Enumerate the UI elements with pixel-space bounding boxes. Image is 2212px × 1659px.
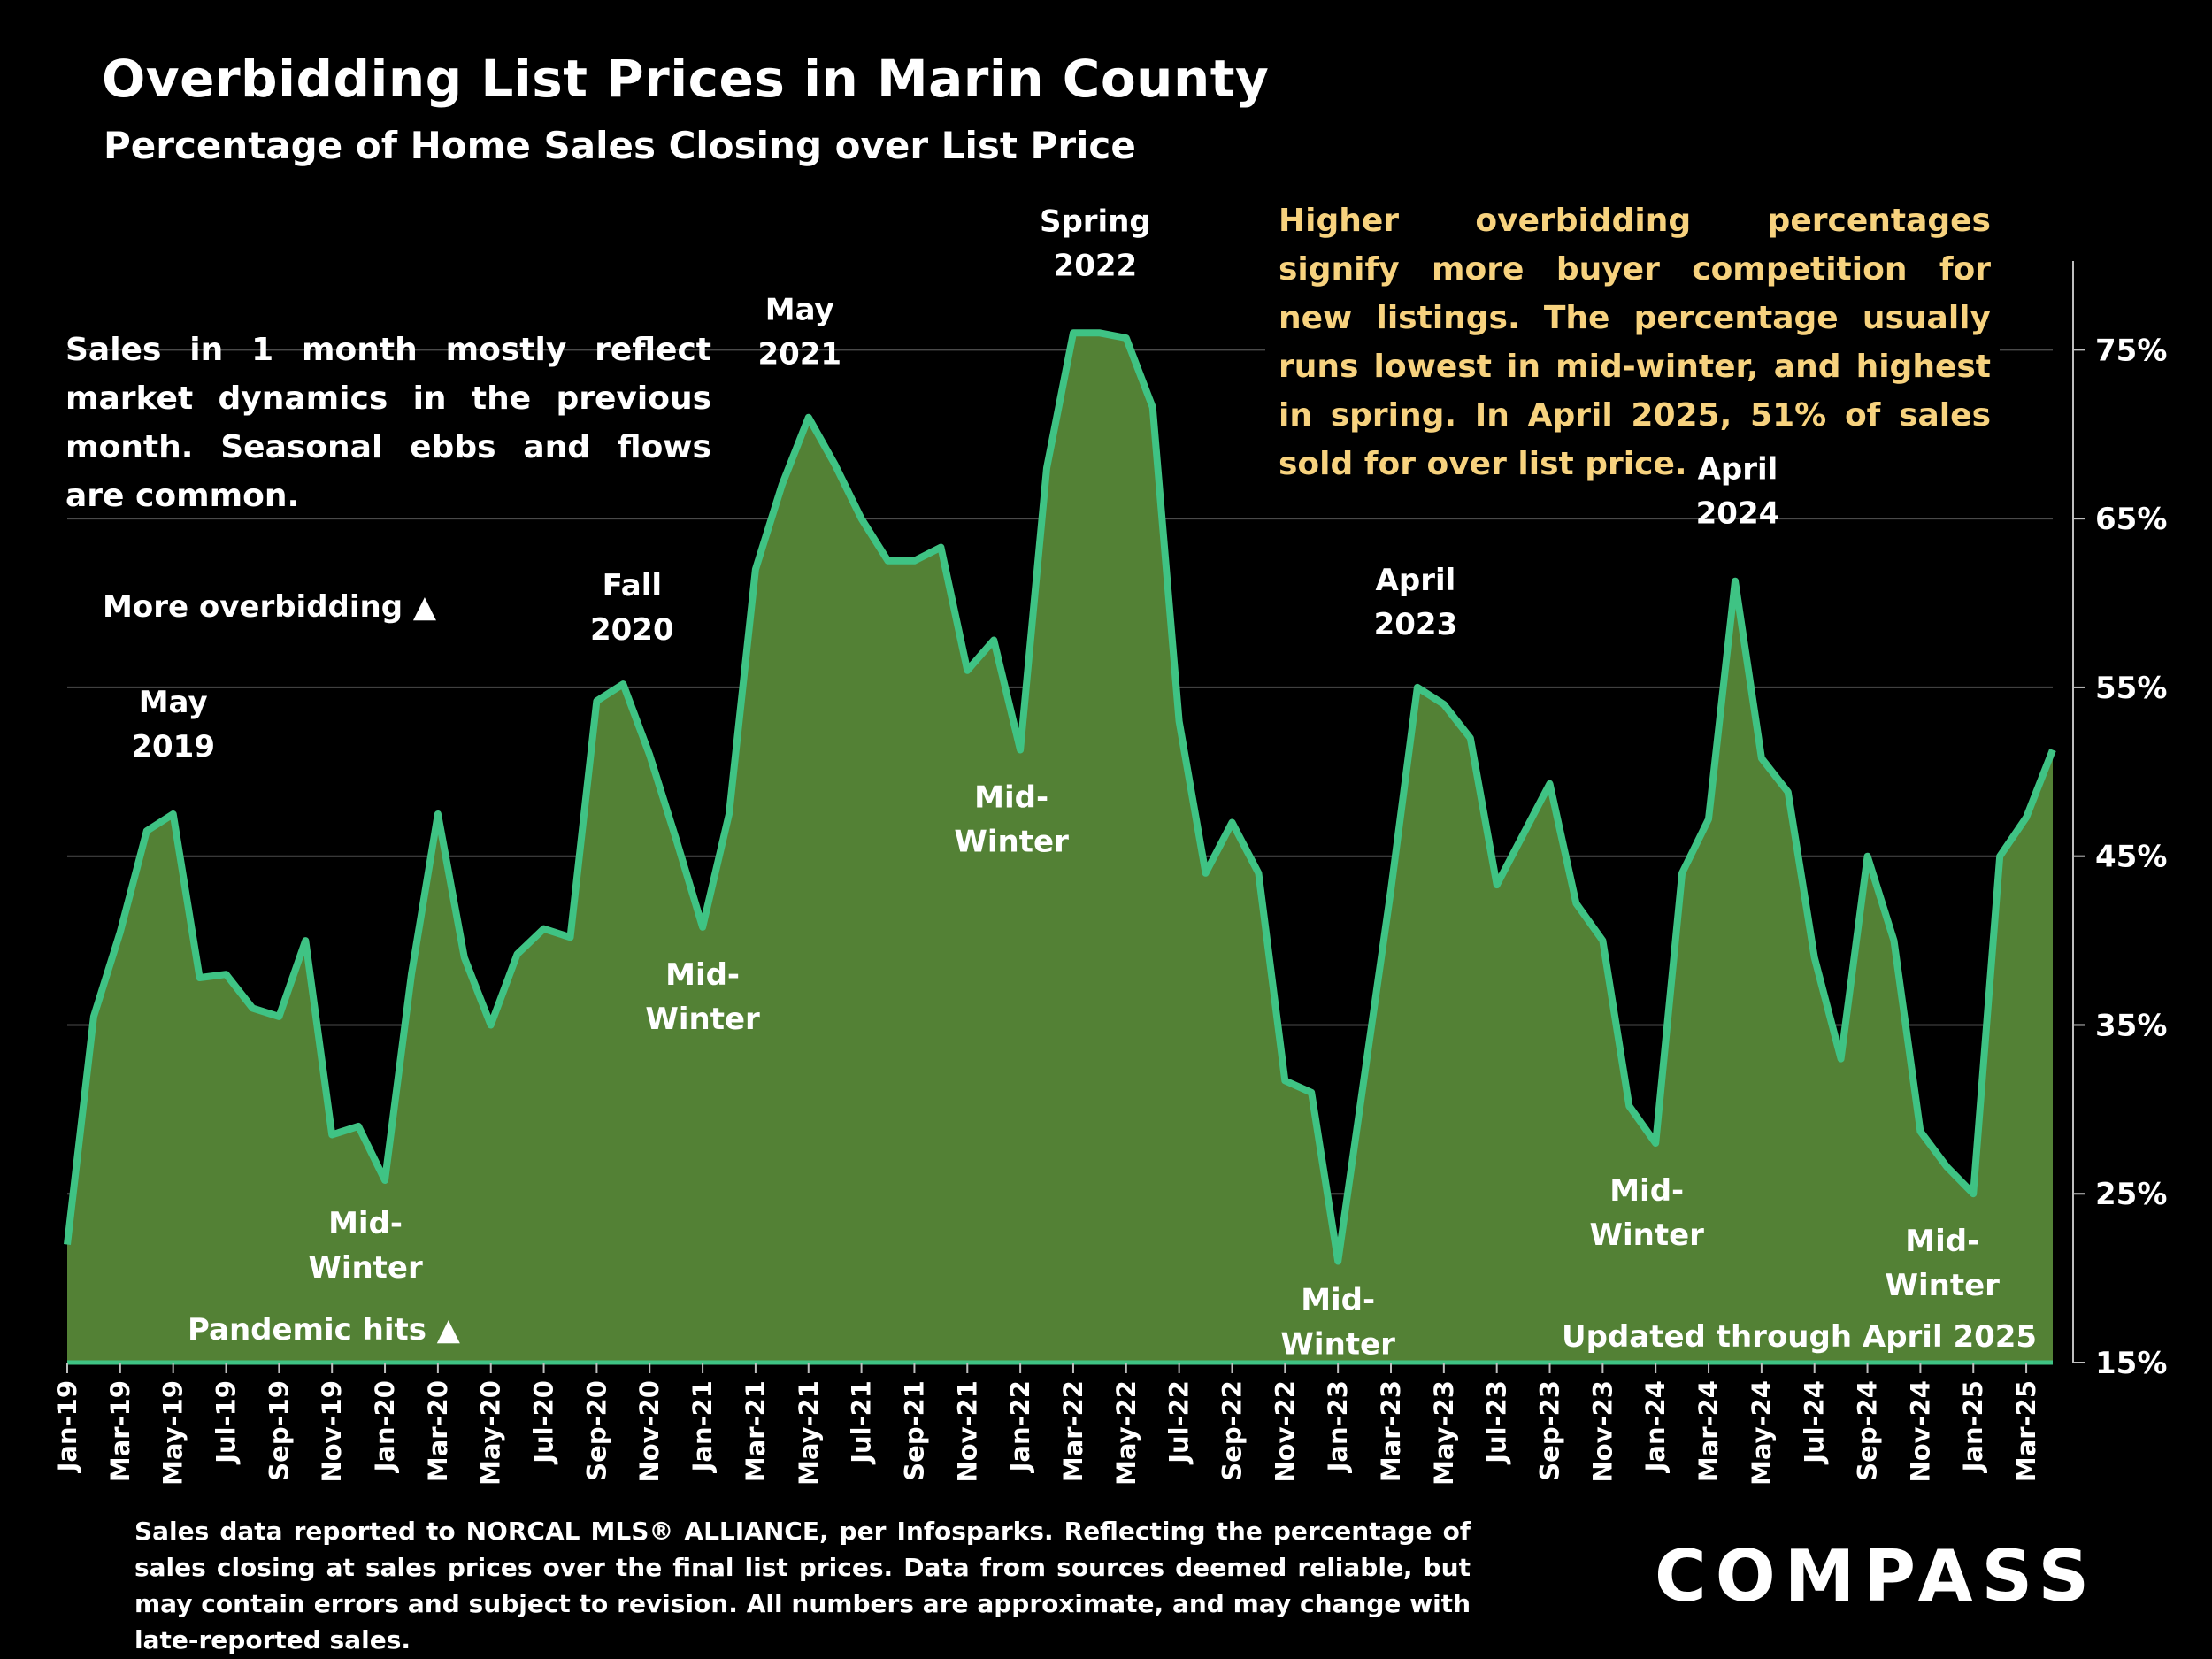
- updated-label: Updated through April 2025: [1562, 1319, 2037, 1355]
- y-tick-label: 35%: [2095, 1008, 2167, 1043]
- more-overbidding-label: More overbidding ▲: [103, 589, 437, 625]
- annotation-label: Mid-Winter: [1280, 1283, 1395, 1363]
- annotation-label: April 2024: [1696, 452, 1780, 532]
- note-right-backdrop: [1265, 190, 2000, 442]
- x-tick-label: Jan-25: [1958, 1380, 1988, 1473]
- annotations: May 2019 Mid-Winter Fall 2020 Mid-Winter May 20…: [131, 204, 2000, 1362]
- x-tick-label: Sep-24: [1853, 1380, 1883, 1481]
- x-tick-label: Jul-21: [847, 1380, 877, 1465]
- x-tick-label: Mar-23: [1376, 1380, 1406, 1482]
- x-tick-label: Mar-20: [423, 1380, 453, 1482]
- annotation-label: Mid-Winter: [1589, 1173, 1704, 1253]
- x-tick-label: Mar-21: [741, 1380, 771, 1482]
- y-tick-label: 55%: [2095, 671, 2167, 706]
- annotation-label: May 2019: [131, 685, 215, 764]
- annotation-label: April 2023: [1374, 563, 1458, 642]
- x-tick-label: Nov-22: [1270, 1380, 1300, 1483]
- pandemic-label: Pandemic hits ▲: [188, 1312, 461, 1348]
- x-tick-label: Sep-23: [1535, 1380, 1565, 1481]
- y-tick-label: 25%: [2095, 1177, 2167, 1212]
- note-right: Higher overbidding percentages signify m…: [1279, 203, 1991, 482]
- x-tick-label: May-22: [1111, 1380, 1141, 1486]
- x-tick-label: Sep-21: [899, 1380, 929, 1481]
- x-tick-label: Jul-24: [1800, 1380, 1830, 1465]
- axes: 15% 25% 35% 45% 55% 65% 75% Jan-19 Mar-19 May-19 J…: [52, 261, 2167, 1486]
- series-line: [64, 329, 2056, 1265]
- x-tick-label: May-20: [476, 1380, 506, 1486]
- x-tick-label: Nov-23: [1587, 1380, 1617, 1483]
- chart-title: Overbidding List Prices in Marin County: [102, 49, 1270, 109]
- note-left: Sales in 1 month mostly reflect market d…: [65, 332, 711, 514]
- annotation-label: Mid-Winter: [308, 1206, 423, 1286]
- x-tick-label: Nov-21: [952, 1380, 982, 1483]
- x-tick-label: Nov-24: [1905, 1380, 1935, 1483]
- x-tick-label: Jan-20: [370, 1380, 400, 1473]
- x-tick-label: Sep-19: [264, 1380, 294, 1481]
- x-tick-label: Nov-20: [634, 1380, 664, 1483]
- x-tick-label: Nov-19: [317, 1380, 347, 1483]
- area-fill: [67, 333, 2053, 1363]
- annotation-label: Mid-Winter: [1886, 1224, 2001, 1303]
- x-tick-label: Jan-24: [1640, 1380, 1671, 1473]
- compass-logo: COMPASS: [1655, 1535, 2099, 1617]
- annotation-label: Mid-Winter: [645, 957, 760, 1037]
- x-tick-label: May-19: [158, 1380, 188, 1486]
- footnote: Sales data reported to NORCAL MLS® ALLIA…: [134, 1517, 1471, 1655]
- annotation-label: May 2021: [757, 293, 841, 373]
- x-tick-label: Jan-19: [52, 1380, 82, 1473]
- y-tick-label: 15%: [2095, 1346, 2167, 1381]
- x-tick-label: May-23: [1429, 1380, 1459, 1486]
- x-tick-label: Mar-22: [1058, 1380, 1088, 1482]
- x-tick-label: May-21: [794, 1380, 824, 1486]
- x-tick-label: Jan-23: [1323, 1380, 1353, 1473]
- x-tick-label: Sep-22: [1217, 1380, 1247, 1481]
- annotation-label: Spring 2022: [1040, 204, 1151, 283]
- x-tick-label: Jul-19: [211, 1380, 242, 1465]
- x-tick-label: Jul-23: [1482, 1380, 1512, 1465]
- x-tick-label: Mar-24: [1694, 1380, 1724, 1482]
- chart-subtitle: Percentage of Home Sales Closing over Li…: [104, 124, 1136, 167]
- x-tick-label: Jan-21: [687, 1380, 718, 1473]
- y-tick-label: 65%: [2095, 502, 2167, 537]
- x-tick-label: Mar-19: [105, 1380, 135, 1482]
- x-tick-label: Jul-20: [529, 1380, 559, 1465]
- x-tick-label: May-24: [1747, 1380, 1777, 1486]
- y-tick-label: 45%: [2095, 840, 2167, 875]
- x-tick-label: Sep-20: [581, 1380, 611, 1481]
- annotation-label: Fall 2020: [590, 568, 674, 648]
- x-tick-label: Jan-22: [1005, 1380, 1035, 1473]
- y-tick-label: 75%: [2095, 333, 2167, 368]
- overbidding-area-chart: 15% 25% 35% 45% 55% 65% 75% Jan-19 Mar-19 May-19 J…: [52, 204, 2167, 1486]
- annotation-label: Mid-Winter: [954, 780, 1069, 860]
- x-tick-label: Mar-25: [2011, 1380, 2041, 1482]
- x-tick-label: Jul-22: [1164, 1380, 1194, 1465]
